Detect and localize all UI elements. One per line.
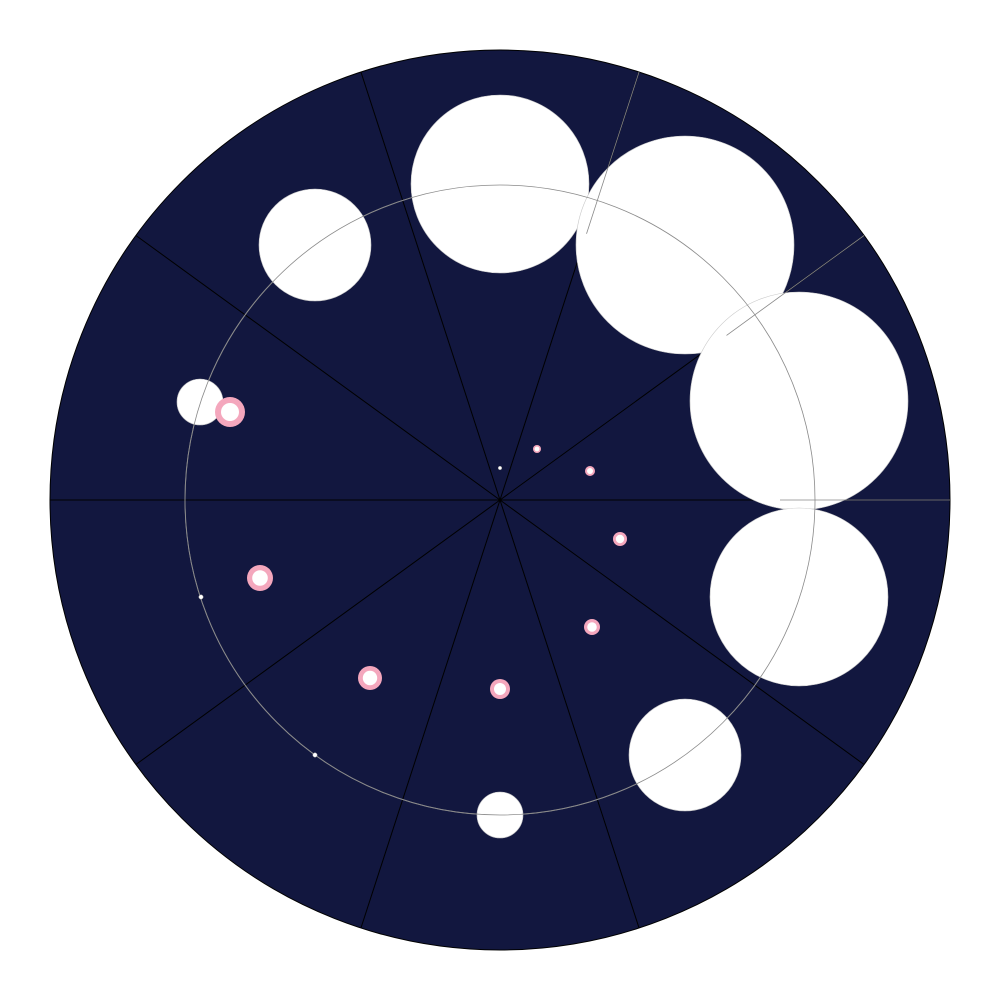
stub-right bbox=[726, 235, 865, 336]
sector-line bbox=[135, 499, 501, 765]
pink-ring-marker-center-lower-right bbox=[613, 532, 627, 546]
sector-line bbox=[360, 499, 501, 929]
pink-ring-inner bbox=[494, 683, 506, 695]
pink-ring-inner bbox=[587, 622, 597, 632]
pink-ring-marker-center-right bbox=[585, 466, 595, 476]
pink-ring-inner bbox=[587, 468, 593, 474]
tiny-dot-left-far bbox=[198, 594, 204, 600]
pink-ring-inner bbox=[252, 570, 268, 586]
stub-upper-right bbox=[586, 71, 640, 234]
white-circle-top bbox=[410, 94, 590, 274]
ring-overlay bbox=[184, 71, 950, 816]
tiny-dots bbox=[198, 465, 503, 758]
pink-ring-marker-center-upper-right bbox=[533, 445, 541, 453]
pink-ring-marker-left-lower bbox=[247, 565, 273, 591]
tiny-dot-lower-left-far bbox=[312, 752, 318, 758]
sector-line bbox=[360, 71, 501, 501]
sector-line bbox=[499, 499, 640, 929]
pink-ring-marker-lower-left bbox=[358, 666, 382, 690]
sector-line bbox=[135, 235, 501, 501]
pink-ring-marker-bottom-center bbox=[490, 679, 510, 699]
pink-ring-inner bbox=[221, 403, 239, 421]
tiny-dot-center bbox=[497, 465, 503, 471]
sector-line bbox=[499, 499, 865, 765]
white-circle-lower-right bbox=[709, 507, 889, 687]
pink-ring-marker-center-low-right bbox=[584, 619, 600, 635]
pink-ring-inner bbox=[534, 446, 540, 452]
pink-ring-inner bbox=[362, 670, 378, 686]
pink-ring-inner bbox=[615, 534, 625, 544]
white-circle-left bbox=[176, 378, 224, 426]
pink-ring-markers bbox=[215, 397, 627, 699]
pink-ring-marker-left-upper bbox=[215, 397, 245, 427]
